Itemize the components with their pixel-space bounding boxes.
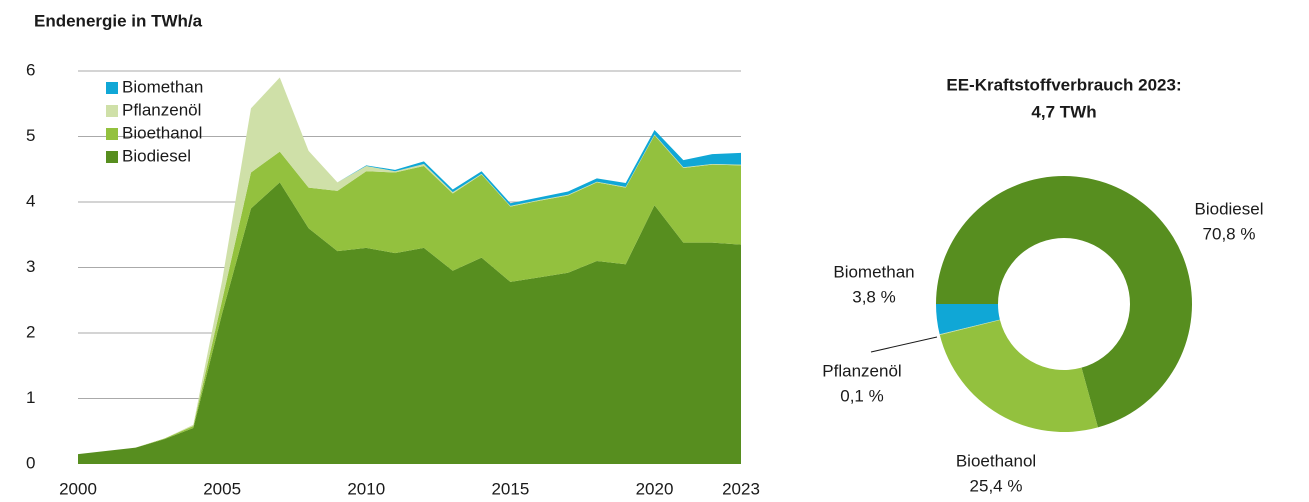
slice-label: Biomethan	[833, 262, 914, 281]
y-tick-label: 6	[26, 60, 35, 79]
slice-label: Pflanzenöl	[822, 361, 901, 380]
x-tick-label: 2023	[722, 479, 760, 498]
legend-swatch	[106, 128, 118, 140]
slice-value-label: 3,8 %	[852, 287, 895, 306]
donut-slice	[939, 319, 1098, 432]
area	[78, 77, 741, 455]
legend-label: Biomethan	[122, 77, 203, 96]
leader-line	[870, 336, 938, 353]
legend-label: Biodiesel	[122, 146, 191, 165]
x-tick-label: 2000	[59, 479, 97, 498]
donut-subtitle: 4,7 TWh	[1031, 102, 1096, 121]
legend-swatch	[106, 105, 118, 117]
y-tick-label: 4	[26, 191, 35, 210]
slice-value-label: 70,8 %	[1203, 224, 1256, 243]
donut-slice	[936, 304, 1000, 335]
x-tick-label: 2010	[347, 479, 385, 498]
y-tick-label: 0	[26, 453, 35, 472]
slice-value-label: 25,4 %	[970, 476, 1023, 495]
x-tick-label: 2015	[491, 479, 529, 498]
slice-value-label: 0,1 %	[840, 386, 883, 405]
donut-slice	[936, 175, 1192, 428]
y-tick-label: 3	[26, 257, 35, 276]
area	[78, 135, 741, 455]
donut-title: EE-Kraftstoffverbrauch 2023:	[946, 75, 1181, 94]
y-tick-label: 2	[26, 322, 35, 341]
legend-swatch	[106, 82, 118, 94]
y-tick-label: 5	[26, 126, 35, 145]
legend-swatch	[106, 151, 118, 163]
area-chart-title: Endenergie in TWh/a	[34, 11, 203, 30]
area	[78, 182, 741, 464]
slice-label: Bioethanol	[956, 451, 1036, 470]
y-tick-label: 1	[26, 388, 35, 407]
legend-label: Pflanzenöl	[122, 100, 201, 119]
donut-slice	[939, 319, 1000, 336]
slice-label: Biodiesel	[1195, 199, 1264, 218]
x-tick-label: 2005	[203, 479, 241, 498]
x-tick-label: 2020	[636, 479, 674, 498]
legend-label: Bioethanol	[122, 123, 202, 142]
